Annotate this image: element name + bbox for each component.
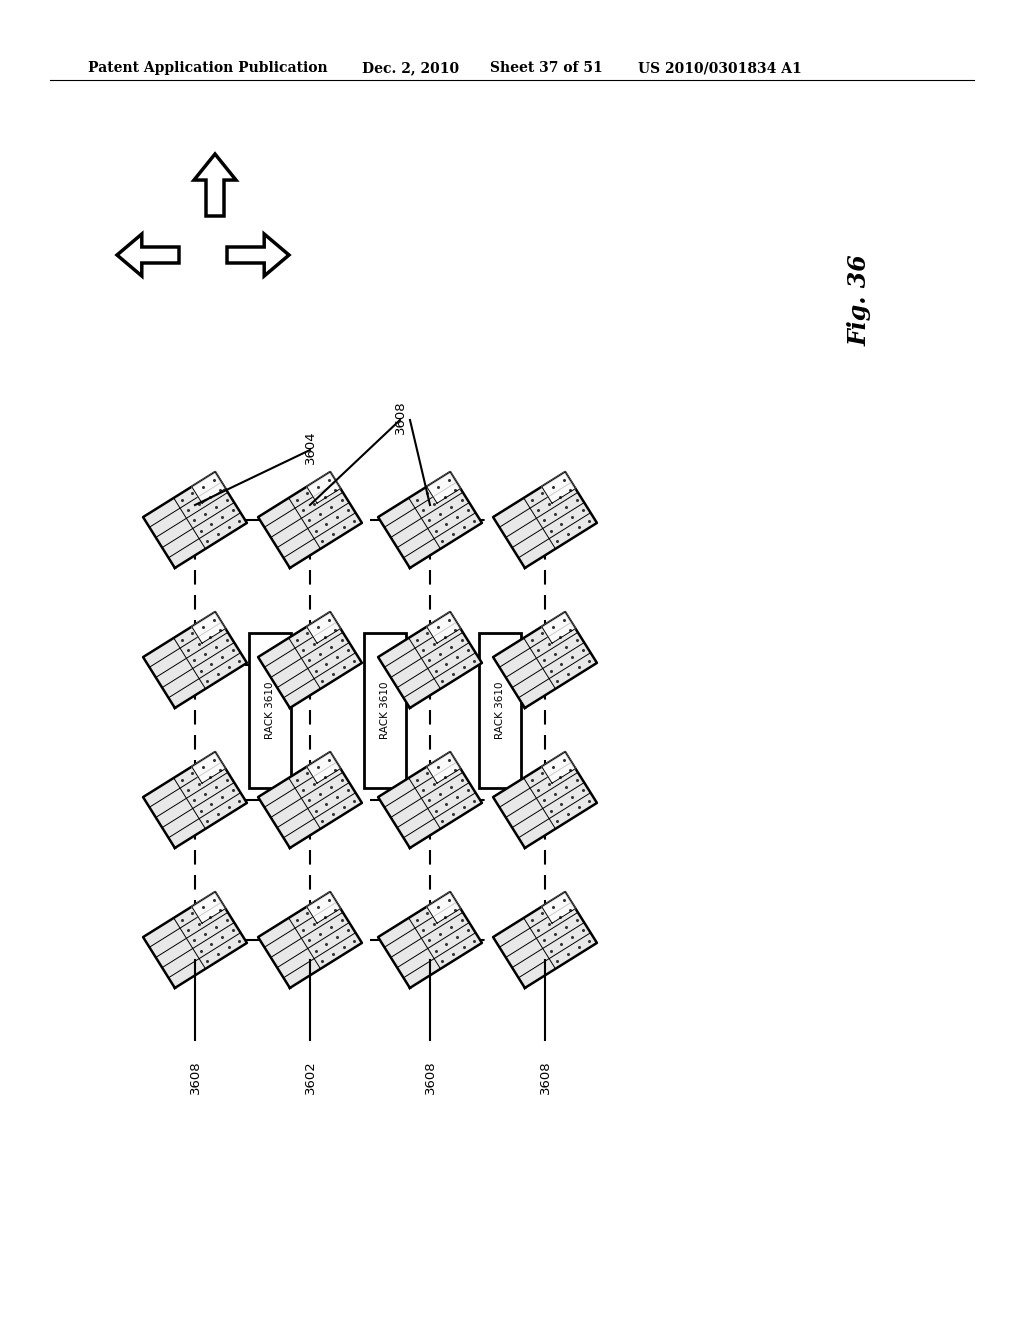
Text: 3608: 3608: [539, 1060, 552, 1094]
Polygon shape: [258, 892, 361, 987]
Polygon shape: [542, 612, 575, 643]
Polygon shape: [494, 612, 597, 708]
Polygon shape: [378, 473, 482, 568]
Polygon shape: [258, 612, 361, 708]
Text: Dec. 2, 2010: Dec. 2, 2010: [362, 61, 459, 75]
Text: RACK 3610: RACK 3610: [495, 681, 505, 739]
Text: Patent Application Publication: Patent Application Publication: [88, 61, 328, 75]
Text: 3608: 3608: [188, 1060, 202, 1094]
Polygon shape: [191, 473, 225, 503]
Text: 3602: 3602: [303, 1060, 316, 1094]
Polygon shape: [542, 752, 575, 783]
Polygon shape: [378, 892, 482, 987]
Bar: [249, 632, 291, 788]
Polygon shape: [427, 892, 461, 923]
Polygon shape: [307, 473, 340, 503]
Bar: [479, 632, 521, 788]
Text: 3604: 3604: [303, 430, 316, 463]
Polygon shape: [378, 612, 482, 708]
Polygon shape: [143, 752, 247, 847]
Polygon shape: [191, 892, 225, 923]
Polygon shape: [427, 473, 461, 503]
Polygon shape: [494, 473, 597, 568]
Polygon shape: [258, 752, 361, 847]
Polygon shape: [143, 473, 247, 568]
Text: 3608: 3608: [393, 400, 407, 434]
Text: US 2010/0301834 A1: US 2010/0301834 A1: [638, 61, 802, 75]
Text: 3608: 3608: [424, 1060, 436, 1094]
Polygon shape: [307, 612, 340, 643]
Polygon shape: [307, 752, 340, 783]
Polygon shape: [542, 892, 575, 923]
Bar: [364, 632, 406, 788]
Text: Fig. 36: Fig. 36: [848, 255, 872, 346]
Polygon shape: [494, 752, 597, 847]
Polygon shape: [143, 892, 247, 987]
Polygon shape: [258, 473, 361, 568]
Polygon shape: [494, 892, 597, 987]
Polygon shape: [378, 752, 482, 847]
Polygon shape: [307, 892, 340, 923]
Text: RACK 3610: RACK 3610: [380, 681, 390, 739]
Text: Sheet 37 of 51: Sheet 37 of 51: [490, 61, 603, 75]
Polygon shape: [191, 752, 225, 783]
Polygon shape: [542, 473, 575, 503]
Polygon shape: [427, 752, 461, 783]
Polygon shape: [143, 612, 247, 708]
Text: RACK 3610: RACK 3610: [265, 681, 275, 739]
Polygon shape: [191, 612, 225, 643]
Polygon shape: [427, 612, 461, 643]
